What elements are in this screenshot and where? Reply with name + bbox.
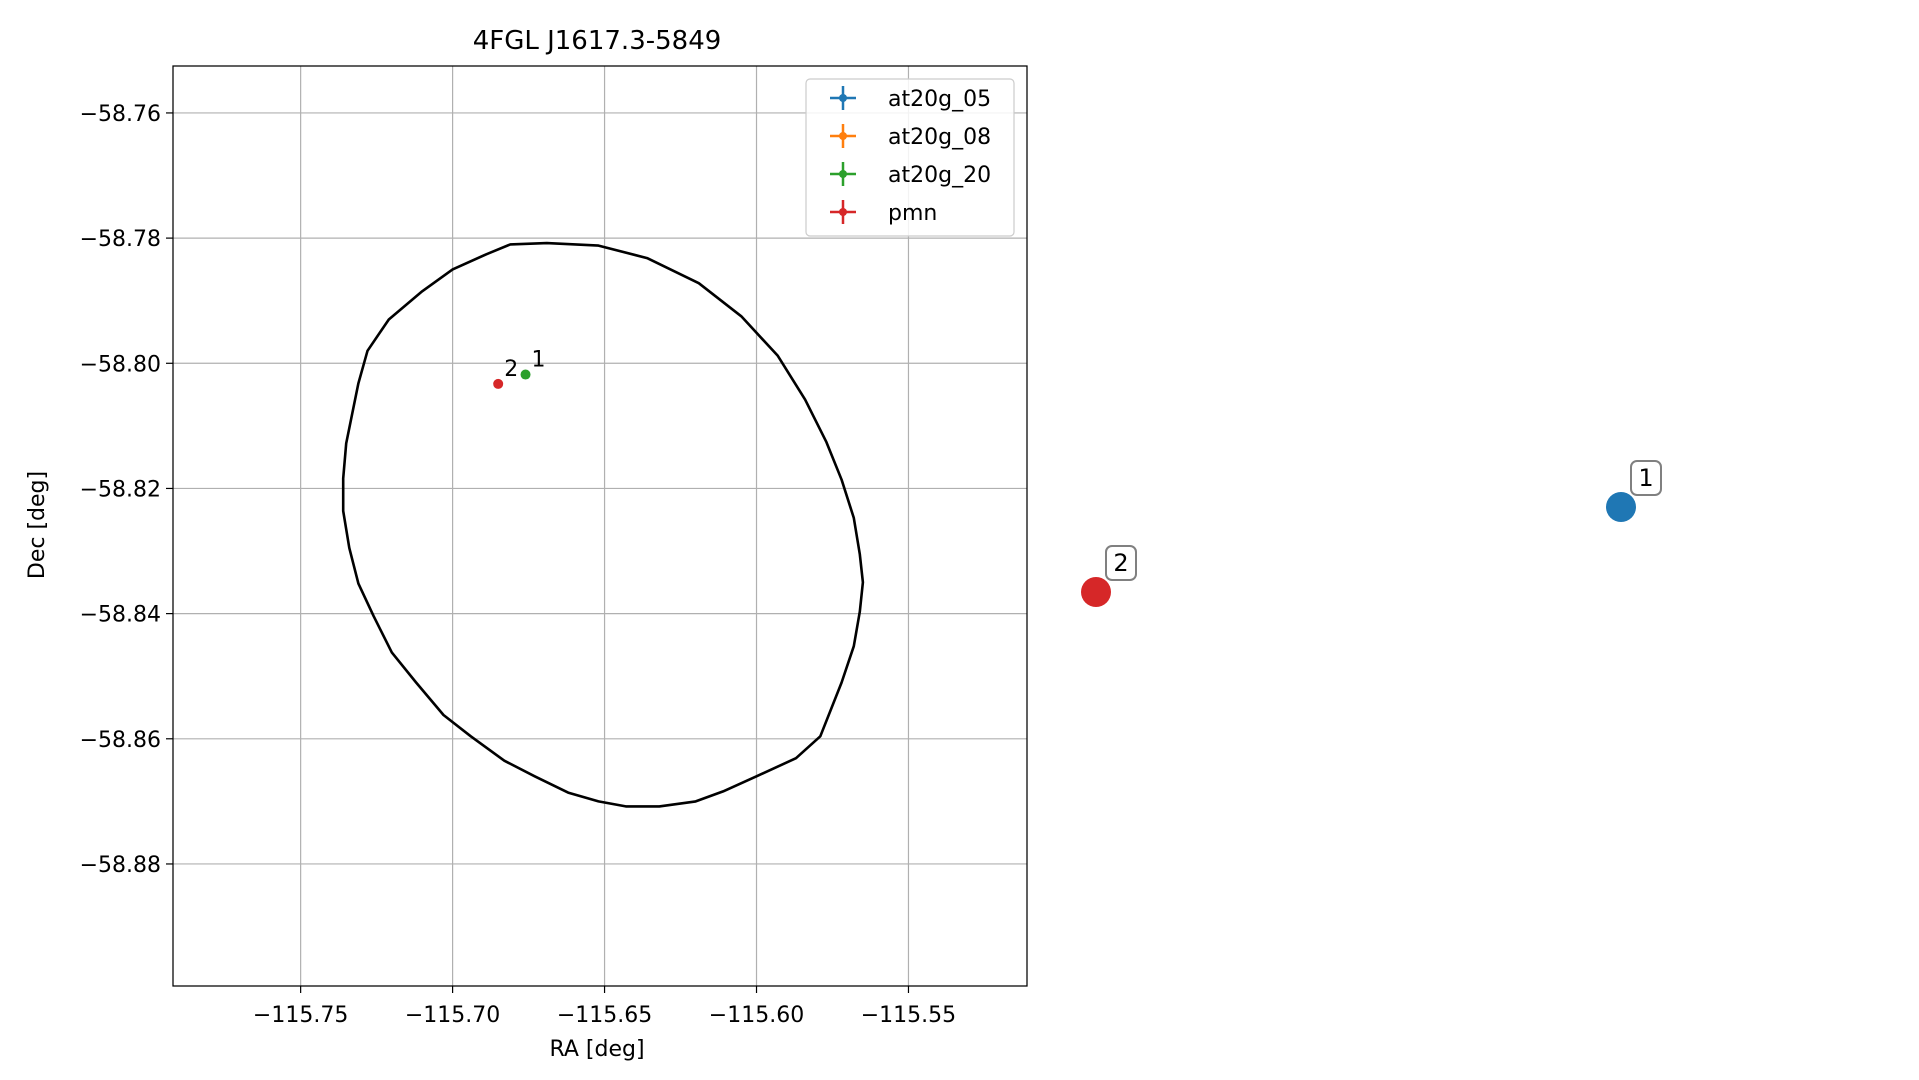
- legend-entry-pmn: pmn: [830, 200, 937, 226]
- y-tick-label: −58.80: [80, 352, 161, 377]
- sky-map-plot: 12 −115.75 −115.70 −115.65 −115.60 −115.55 −…: [25, 26, 1028, 1062]
- cross-match-panel: 12: [1081, 460, 1662, 607]
- x-tick-label: −115.55: [861, 1003, 956, 1028]
- legend-marker-dot: [839, 170, 847, 178]
- chart-title: 4FGL J1617.3-5849: [473, 26, 722, 56]
- cross-match-marker: [1606, 492, 1636, 522]
- y-tick-label: −58.82: [80, 477, 161, 502]
- point-label: 2: [504, 357, 518, 382]
- data-point-at20g_20: [520, 369, 531, 380]
- legend-marker-dot: [839, 208, 847, 216]
- legend-label: at20g_05: [888, 87, 991, 112]
- cross-match-label: 1: [1638, 464, 1653, 492]
- x-axis-ticks: −115.75 −115.70 −115.65 −115.60 −115.55: [253, 986, 956, 1028]
- source-points: 12: [493, 348, 546, 389]
- x-tick-label: −115.70: [405, 1003, 500, 1028]
- cross-match-marker: [1081, 577, 1111, 607]
- legend-entry-at20g_20: at20g_20: [830, 162, 991, 188]
- x-tick-label: −115.65: [557, 1003, 652, 1028]
- axes-frame: [172, 65, 1028, 987]
- point-label: 1: [532, 348, 546, 373]
- legend-entry-at20g_05: at20g_05: [830, 86, 991, 112]
- legend-entry-at20g_08: at20g_08: [830, 124, 991, 150]
- x-axis-label: RA [deg]: [549, 1037, 644, 1062]
- legend-marker-dot: [839, 132, 847, 140]
- error-ellipse-layer: [341, 241, 865, 808]
- y-tick-label: −58.76: [80, 102, 161, 127]
- data-point-pmn: [493, 378, 504, 389]
- x-tick-label: −115.75: [253, 1003, 348, 1028]
- y-axis-label: Dec [deg]: [25, 471, 50, 579]
- y-tick-label: −58.78: [80, 227, 161, 252]
- legend-marker-dot: [839, 94, 847, 102]
- legend-label: pmn: [888, 201, 937, 226]
- y-tick-label: −58.88: [80, 853, 161, 878]
- legend-label: at20g_20: [888, 163, 991, 188]
- y-tick-label: −58.84: [80, 603, 161, 628]
- grid: [173, 66, 1027, 986]
- legend-label: at20g_08: [888, 125, 991, 150]
- cross-match-label-box: [1630, 460, 1662, 496]
- x-tick-label: −115.60: [709, 1003, 804, 1028]
- cross-match-label-box: [1105, 545, 1137, 581]
- y-tick-label: −58.86: [80, 728, 161, 753]
- cross-match-label: 2: [1113, 549, 1128, 577]
- legend-frame: [805, 78, 1015, 237]
- error-ellipse: [341, 241, 865, 808]
- y-axis-ticks: −58.76 −58.78 −58.80 −58.82 −58.84 −58.86 −58.…: [80, 102, 173, 878]
